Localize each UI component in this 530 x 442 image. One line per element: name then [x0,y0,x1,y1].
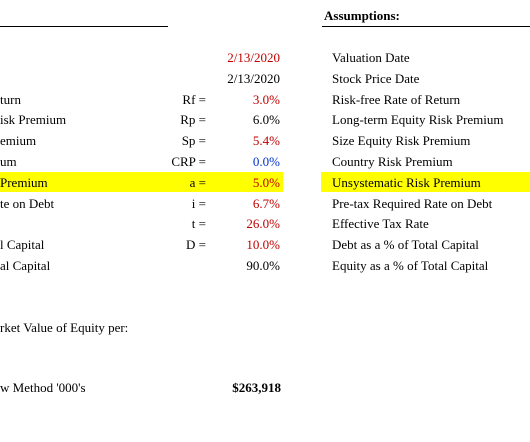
row-description: Size Equity Risk Premium [332,133,471,148]
row-description: Long-term Equity Risk Premium [332,112,504,127]
row-value: 6.0% [252,112,280,127]
row-value: 90.0% [246,258,280,273]
row-symbol: Rf = [182,92,206,107]
row-symbol: D = [186,237,206,252]
row-value: 2/13/2020 [227,50,280,65]
row-description: Pre-tax Required Rate on Debt [332,196,493,211]
row-left-label: emium [0,133,37,148]
row-description: Risk-free Rate of Return [332,92,461,107]
row-left-label: Premium [0,175,48,190]
row-description: Equity as a % of Total Capital [332,258,489,273]
row-symbol: t = [191,216,206,231]
row-symbol: CRP = [171,154,206,169]
header-right-rule [322,26,530,27]
row-value: 3.0% [252,92,280,107]
row-left-label: l Capital [0,237,45,252]
highlight-right [321,172,530,192]
row-description: Country Risk Premium [332,154,453,169]
row-value: 2/13/2020 [227,71,280,86]
row-value: 10.0% [246,237,280,252]
row-left-label: turn [0,92,21,107]
row-description: Effective Tax Rate [332,216,429,231]
row-description: Unsystematic Risk Premium [332,175,481,190]
assumptions-title: Assumptions: [324,8,400,23]
row-symbol: Rp = [180,112,206,127]
row-symbol: i = [191,196,206,211]
row-description: Debt as a % of Total Capital [332,237,479,252]
row-value: 0.0% [252,154,280,169]
row-value: 6.7% [252,196,280,211]
row-left-label: te on Debt [0,196,55,211]
method-value: $263,918 [232,380,281,395]
row-description: Stock Price Date [332,71,420,86]
row-symbol: a = [189,175,206,190]
row-value: 5.4% [252,133,280,148]
row-left-label: al Capital [0,258,51,273]
row-value: 26.0% [246,216,280,231]
header-left-rule [0,26,168,27]
row-symbol: Sp = [181,133,206,148]
highlight-left [0,172,283,192]
method-label: w Method '000's [0,380,86,395]
row-left-label: um [0,154,17,169]
row-value: 5.0% [252,175,280,190]
row-left-label: isk Premium [0,112,67,127]
row-description: Valuation Date [332,50,410,65]
market-value-label: rket Value of Equity per: [0,320,129,335]
